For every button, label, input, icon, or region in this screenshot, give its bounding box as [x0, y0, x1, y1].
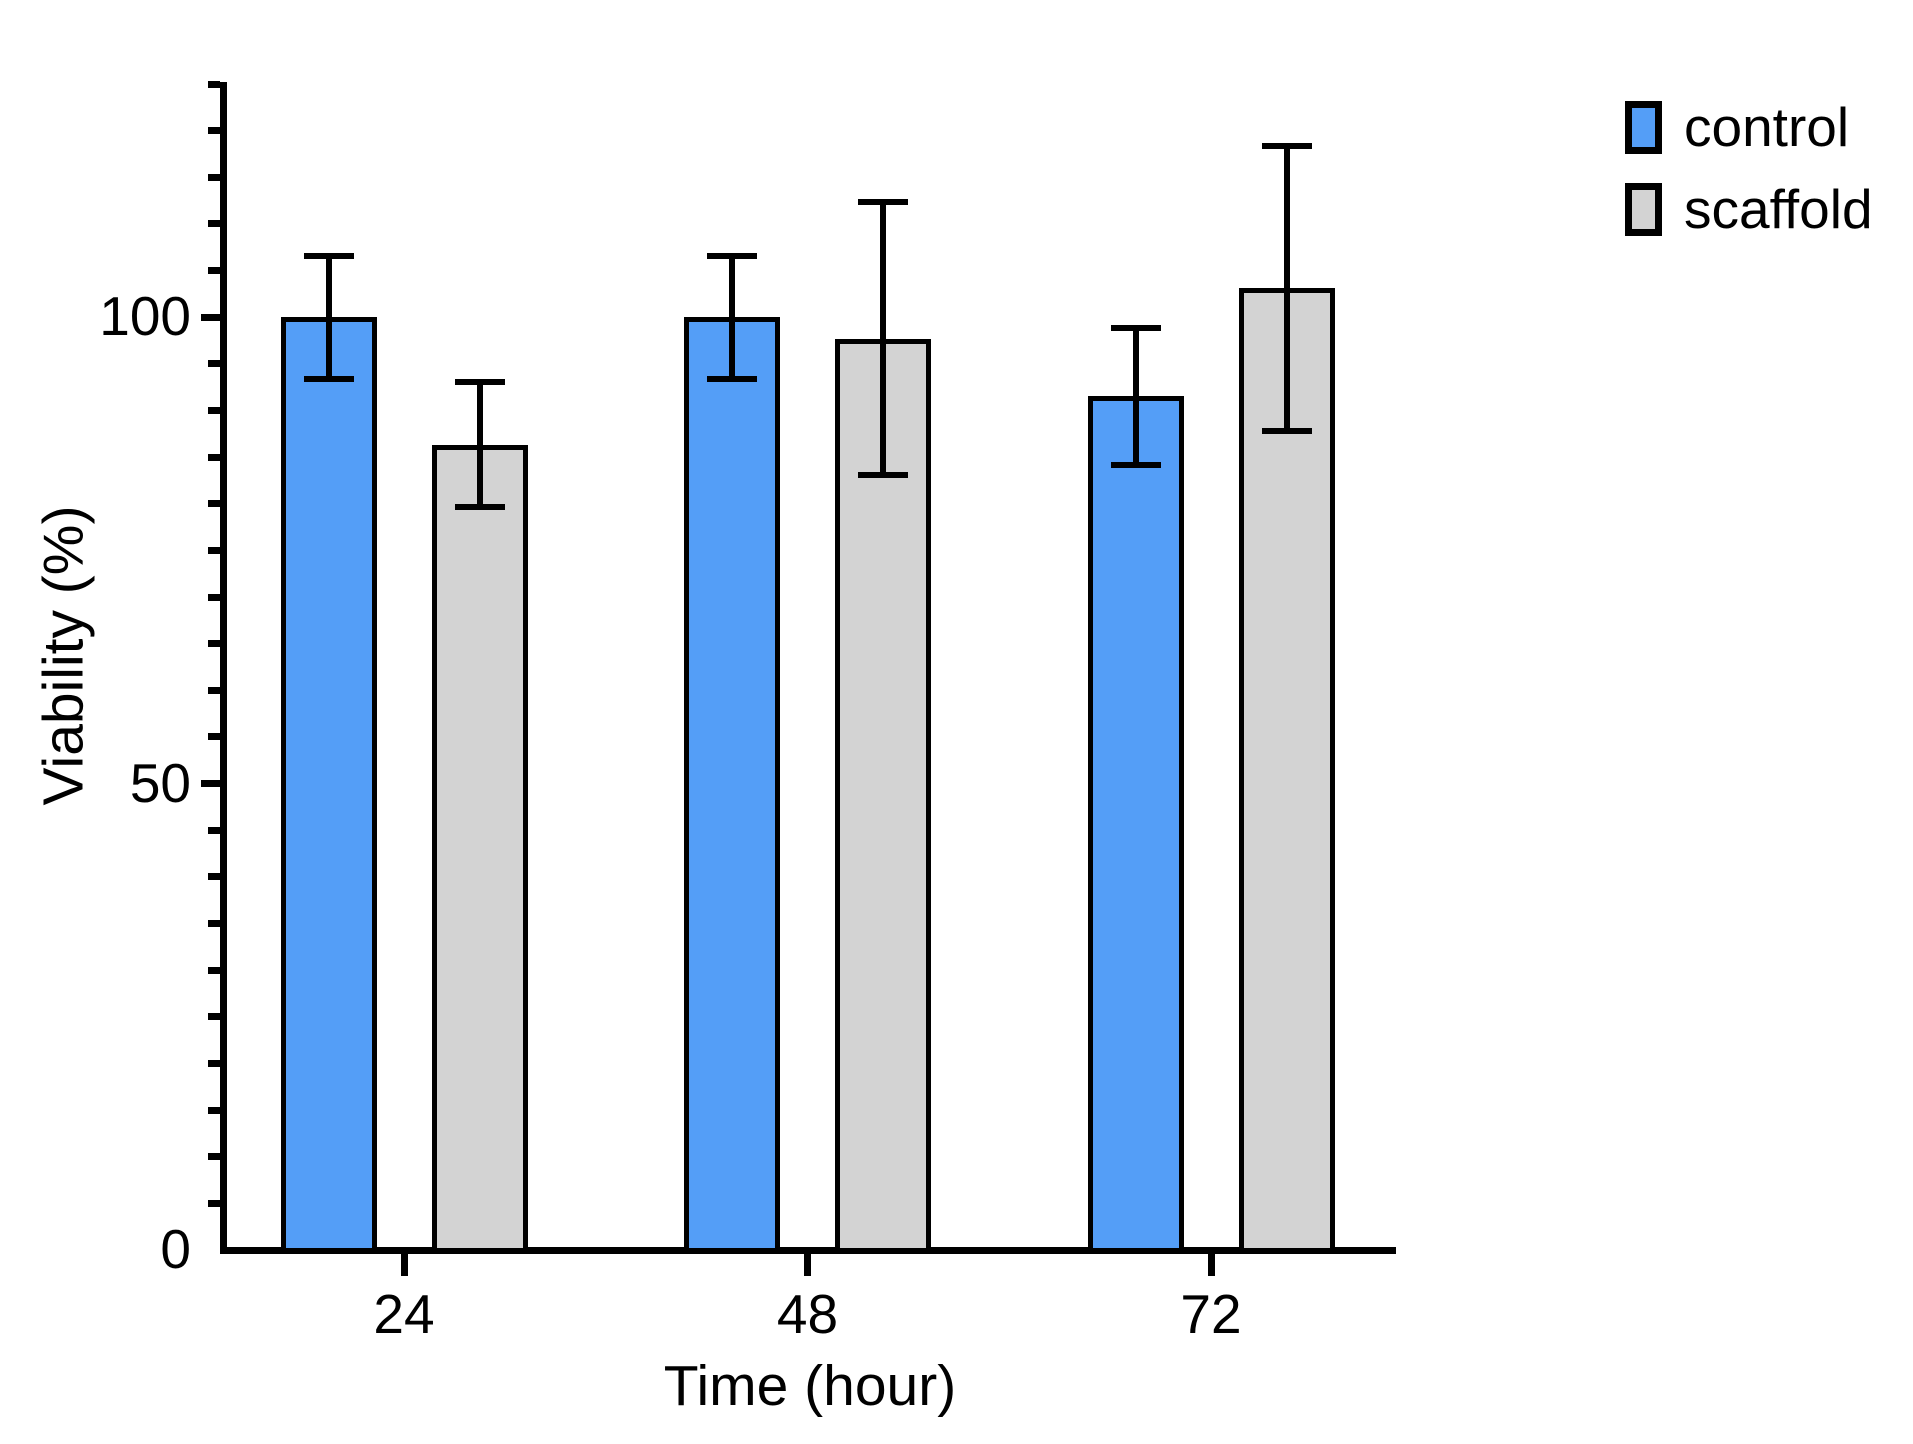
y-minor-tick-20 — [208, 1059, 220, 1067]
x-axis-line — [220, 1246, 1396, 1254]
error-bar-line-scaffold-48 — [880, 202, 886, 475]
bar-control-72 — [1087, 396, 1184, 1254]
y-minor-tick-15 — [208, 1106, 220, 1114]
y-axis-line — [220, 82, 227, 1254]
legend-item-scaffold: scaffold — [1625, 182, 1873, 237]
bar-control-24 — [280, 317, 377, 1254]
y-minor-tick-40 — [208, 873, 220, 881]
legend-item-control: control — [1625, 100, 1873, 155]
error-bar-cap-bottom-scaffold-48 — [858, 471, 908, 478]
error-bar-cap-bottom-control-72 — [1110, 461, 1161, 468]
y-minor-tick-80 — [208, 500, 220, 508]
bar-scaffold-24 — [431, 444, 528, 1254]
x-axis-title: Time (hour) — [663, 1354, 957, 1418]
y-tick-label-100: 100 — [99, 285, 191, 348]
y-minor-tick-65 — [208, 640, 220, 648]
y-tick-label-0: 0 — [160, 1218, 191, 1280]
y-minor-tick-90 — [208, 406, 220, 414]
legend-swatch-scaffold — [1625, 183, 1662, 236]
y-minor-tick-25 — [208, 1013, 220, 1021]
legend: control scaffold — [1625, 100, 1873, 264]
y-minor-tick-70 — [208, 593, 220, 601]
x-tick-label-24: 24 — [373, 1283, 435, 1345]
error-bar-cap-top-control-72 — [1110, 325, 1161, 332]
y-minor-tick-95 — [208, 360, 220, 368]
error-bar-cap-bottom-control-24 — [303, 375, 354, 382]
y-minor-tick-60 — [208, 686, 220, 694]
y-minor-tick-105 — [208, 267, 220, 275]
y-minor-tick-85 — [208, 453, 220, 461]
y-major-tick-50 — [201, 780, 220, 788]
y-minor-tick-30 — [208, 966, 220, 974]
bar-scaffold-48 — [835, 338, 931, 1254]
x-tick-48 — [804, 1253, 811, 1276]
y-minor-tick-55 — [208, 733, 220, 741]
y-minor-tick-115 — [208, 173, 220, 181]
error-bar-line-scaffold-72 — [1283, 145, 1290, 431]
error-bar-cap-top-scaffold-24 — [454, 379, 505, 386]
bar-scaffold-72 — [1238, 288, 1335, 1254]
x-tick-72 — [1207, 1253, 1215, 1276]
y-minor-tick-45 — [208, 826, 220, 834]
y-tick-label-50: 50 — [129, 751, 191, 814]
y-minor-tick-120 — [208, 127, 220, 135]
error-bar-cap-bottom-scaffold-24 — [454, 504, 505, 511]
x-tick-label-72: 72 — [1180, 1283, 1242, 1345]
bar-control-48 — [684, 317, 780, 1254]
error-bar-line-control-72 — [1132, 328, 1139, 465]
legend-label-scaffold: scaffold — [1684, 178, 1873, 240]
error-bar-line-control-48 — [729, 255, 735, 379]
error-bar-cap-bottom-scaffold-72 — [1261, 428, 1312, 434]
x-tick-label-48: 48 — [776, 1283, 839, 1345]
error-bar-line-control-24 — [325, 255, 332, 379]
y-minor-tick-125 — [208, 80, 220, 88]
y-minor-tick-75 — [208, 546, 220, 554]
error-bar-line-scaffold-24 — [476, 382, 483, 508]
error-bar-cap-top-scaffold-72 — [1261, 142, 1312, 149]
legend-swatch-control — [1625, 101, 1662, 154]
error-bar-cap-top-scaffold-48 — [858, 199, 908, 206]
y-minor-tick-110 — [208, 220, 220, 228]
error-bar-cap-top-control-24 — [303, 252, 354, 259]
y-minor-tick-35 — [208, 920, 220, 928]
error-bar-cap-top-control-48 — [707, 252, 757, 259]
y-major-tick-100 — [201, 313, 220, 321]
y-axis-title: Viability (%) — [31, 505, 96, 806]
y-minor-tick-10 — [208, 1153, 220, 1161]
y-minor-tick-5 — [208, 1199, 220, 1207]
error-bar-cap-bottom-control-48 — [707, 375, 757, 382]
legend-label-control: control — [1684, 96, 1850, 158]
x-tick-24 — [400, 1253, 408, 1276]
